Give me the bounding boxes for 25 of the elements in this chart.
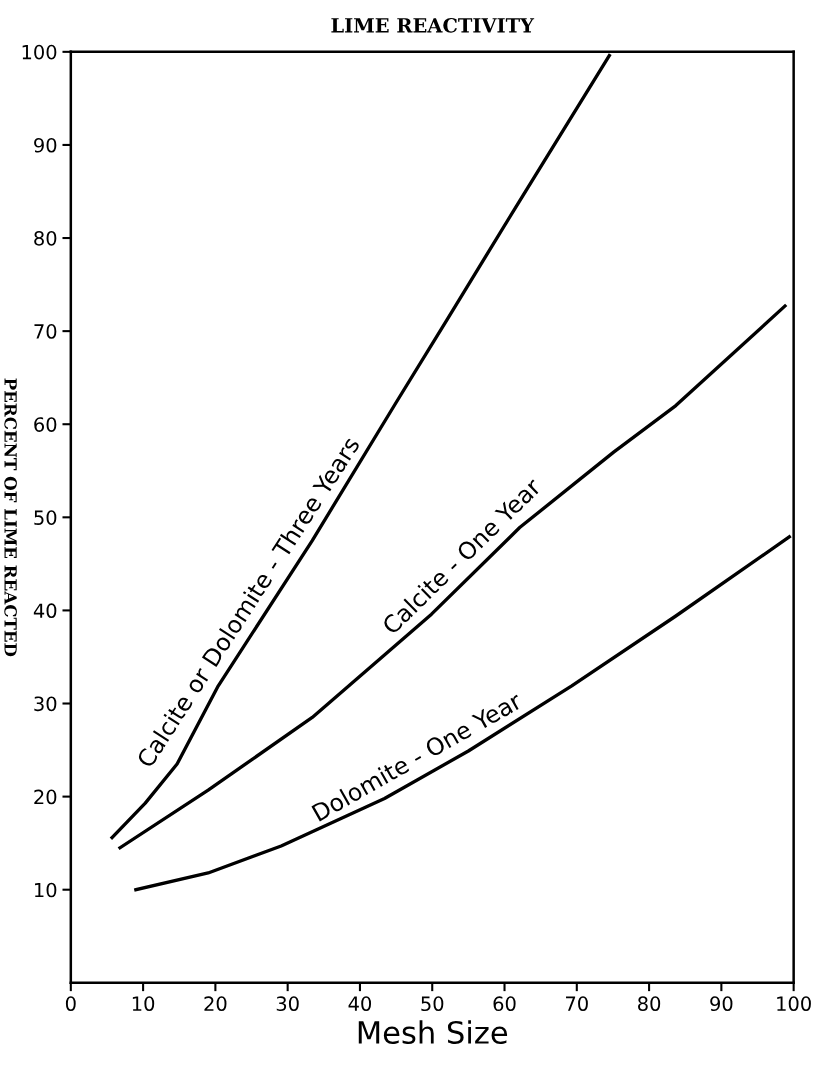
- y-tick-label: 20: [34, 789, 57, 805]
- x-tick-label: 20: [204, 996, 227, 1012]
- x-tick-label: 0: [65, 996, 76, 1012]
- x-tick-label: 60: [493, 996, 516, 1012]
- y-tick-label: 60: [34, 417, 57, 432]
- line-series: [118, 304, 787, 850]
- y-tick-label: 80: [34, 230, 57, 246]
- x-tick-label: 100: [777, 996, 811, 1012]
- y-tick-label: 10: [35, 882, 57, 898]
- x-tick-label: 30: [276, 996, 299, 1012]
- x-tick-label: 10: [132, 996, 155, 1012]
- y-axis-title: PERCENT OF LIME REACTED: [4, 378, 17, 657]
- x-tick-label: 50: [421, 996, 444, 1012]
- y-tick-label: 30: [34, 696, 57, 712]
- chart-title: LIME REACTIVITY: [331, 17, 535, 33]
- y-tick-label: 100: [22, 44, 57, 60]
- x-axis-title: Mesh Size: [358, 1020, 508, 1045]
- x-tick-label: 80: [638, 996, 661, 1012]
- y-tick-label: 70: [34, 324, 57, 339]
- x-tick-label: 70: [566, 996, 588, 1012]
- y-tick-label: 50: [34, 510, 57, 525]
- x-tick-label: 40: [348, 996, 372, 1012]
- y-tick-label: 90: [34, 137, 57, 153]
- x-tick-label: 90: [710, 996, 733, 1012]
- y-tick-label: 40: [33, 603, 57, 619]
